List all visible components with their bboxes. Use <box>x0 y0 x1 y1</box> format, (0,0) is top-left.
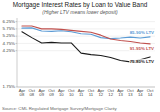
grid-line <box>17 43 155 44</box>
series-label: 75-80% LTV <box>130 59 154 64</box>
x-tick-label: Apr11 <box>78 88 85 97</box>
y-tick-label: 5.75% <box>3 26 16 31</box>
y-tick-label: 5.25% <box>3 33 16 38</box>
chart-svg: Mortgage Interest Rates by Loan to Value… <box>0 0 160 112</box>
x-tick-label: Oct09 <box>48 88 55 97</box>
y-tick-label: 4.25% <box>3 48 16 53</box>
y-tick-label: 6.25% <box>3 19 16 24</box>
x-tick-label-line: 11 <box>79 92 84 97</box>
chart-container: Mortgage Interest Rates by Loan to Value… <box>0 0 160 112</box>
series-label-bg <box>129 59 154 64</box>
x-tick-label: Apr08 <box>19 88 26 97</box>
y-tick-label: 4.75% <box>3 41 16 46</box>
y-axis-line <box>17 18 18 87</box>
x-tick-label: Apr10 <box>58 88 65 97</box>
x-tick-label: Oct12 <box>107 88 114 97</box>
x-tick-label: Oct10 <box>68 88 75 97</box>
series-label-bg <box>129 46 154 51</box>
x-tick-label: Oct14 <box>147 88 154 97</box>
series-label-group: 85-90% LTV <box>129 30 154 35</box>
grid-line <box>17 36 155 37</box>
x-tick-label: Apr14 <box>137 88 144 97</box>
x-tick-label-line: 08 <box>20 92 25 97</box>
x-tick-label-line: 14 <box>138 92 143 97</box>
series-label-group: 91-95% LTV <box>129 46 154 51</box>
grid <box>17 22 155 87</box>
x-tick-label-line: 14 <box>148 92 153 97</box>
series-label: 85-90% LTV <box>130 30 154 35</box>
series-label-group: 75-80% LTV <box>129 59 154 64</box>
x-tick-label-line: 11 <box>89 92 94 97</box>
y-tick-label: 1.75% <box>3 84 16 89</box>
series-label-bg <box>129 30 154 35</box>
source-note: Source: CML Regulated Mortgage Survey/Mo… <box>2 106 118 111</box>
x-tick-label-line: 13 <box>118 92 123 97</box>
series-label: 91-95% LTV <box>130 46 154 51</box>
x-tick-label-line: 09 <box>39 92 44 97</box>
x-tick-label: Oct13 <box>127 88 134 97</box>
x-tick-label: Apr09 <box>38 88 45 97</box>
series-labels: 85-90% LTV 91-95% LTV 75-80% LTV <box>129 30 154 64</box>
x-tick-label: Oct08 <box>29 88 36 97</box>
x-tick-label-line: 12 <box>108 92 113 97</box>
x-tick-label-line: 13 <box>128 92 133 97</box>
subtitle: (Higher LTV means lower deposit) <box>42 9 118 15</box>
grid-line <box>17 21 155 22</box>
x-tick-label-line: 12 <box>98 92 103 97</box>
x-tick-label: Apr13 <box>117 88 124 97</box>
x-tick-label: Apr12 <box>98 88 105 97</box>
x-tick-label-line: 10 <box>69 92 74 97</box>
x-tick-label: Oct11 <box>88 88 95 97</box>
x-tick-label-line: 10 <box>59 92 64 97</box>
x-tick-label-line: 09 <box>49 92 54 97</box>
x-tick-label-line: 08 <box>29 92 34 97</box>
